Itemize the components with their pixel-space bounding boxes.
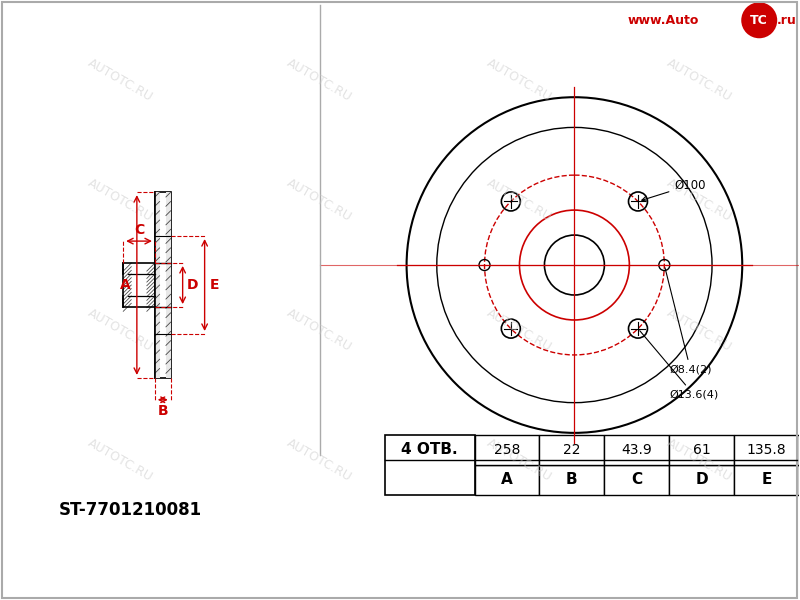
Text: AUTOTC.RU: AUTOTC.RU	[285, 176, 354, 224]
Bar	[474, 465, 539, 495]
Text: AUTOTC.RU: AUTOTC.RU	[665, 176, 734, 224]
Text: AUTOTC.RU: AUTOTC.RU	[85, 306, 154, 354]
Text: www.Auto: www.Auto	[628, 14, 699, 27]
Text: AUTOTC.RU: AUTOTC.RU	[85, 176, 154, 224]
Bar	[539, 465, 604, 495]
Bar	[604, 435, 670, 465]
Text: Ø13.6(4): Ø13.6(4)	[640, 331, 718, 400]
Text: AUTOTC.RU: AUTOTC.RU	[285, 436, 354, 484]
Text: AUTOTC.RU: AUTOTC.RU	[285, 306, 354, 354]
Bar	[734, 435, 799, 465]
Text: C: C	[134, 223, 144, 237]
Bar	[604, 465, 670, 495]
Bar	[539, 435, 604, 465]
Text: ST-7701210081: ST-7701210081	[58, 501, 202, 519]
Text: AUTOTC.RU: AUTOTC.RU	[485, 306, 554, 354]
Text: B: B	[158, 404, 168, 418]
Text: AUTOTC.RU: AUTOTC.RU	[485, 176, 554, 224]
Text: AUTOTC.RU: AUTOTC.RU	[665, 306, 734, 354]
Text: AUTOTC.RU: AUTOTC.RU	[85, 436, 154, 484]
Bar	[670, 435, 734, 465]
Text: AUTOTC.RU: AUTOTC.RU	[485, 56, 554, 104]
Text: 4 ОТВ.: 4 ОТВ.	[402, 442, 458, 457]
Text: Ø100: Ø100	[642, 179, 706, 201]
Bar	[474, 435, 539, 465]
Text: AUTOTC.RU: AUTOTC.RU	[665, 436, 734, 484]
Text: 61: 61	[693, 443, 710, 457]
Bar	[166, 192, 170, 378]
Text: AUTOTC.RU: AUTOTC.RU	[85, 56, 154, 104]
Text: E: E	[210, 278, 219, 292]
Text: 43.9: 43.9	[622, 443, 652, 457]
Bar	[385, 435, 474, 495]
Bar	[155, 192, 159, 378]
Text: TC: TC	[750, 14, 768, 27]
Text: AUTOTC.RU: AUTOTC.RU	[665, 56, 734, 104]
Text: B: B	[566, 472, 578, 487]
Text: A: A	[501, 472, 513, 487]
Text: D: D	[187, 278, 198, 292]
Bar	[734, 465, 799, 495]
Circle shape	[742, 2, 778, 38]
Text: A: A	[119, 278, 130, 292]
Text: 135.8: 135.8	[747, 443, 786, 457]
Bar	[123, 263, 155, 307]
Text: D: D	[695, 472, 708, 487]
Text: 258: 258	[494, 443, 520, 457]
Text: AUTOTC.RU: AUTOTC.RU	[285, 56, 354, 104]
Text: AUTOTC.RU: AUTOTC.RU	[485, 436, 554, 484]
Text: Ø8.4(2): Ø8.4(2)	[665, 268, 712, 375]
Text: 22: 22	[563, 443, 581, 457]
Text: .ru: .ru	[778, 14, 797, 27]
Bar	[670, 465, 734, 495]
Text: E: E	[762, 472, 772, 487]
Bar	[155, 192, 170, 378]
Text: C: C	[631, 472, 642, 487]
